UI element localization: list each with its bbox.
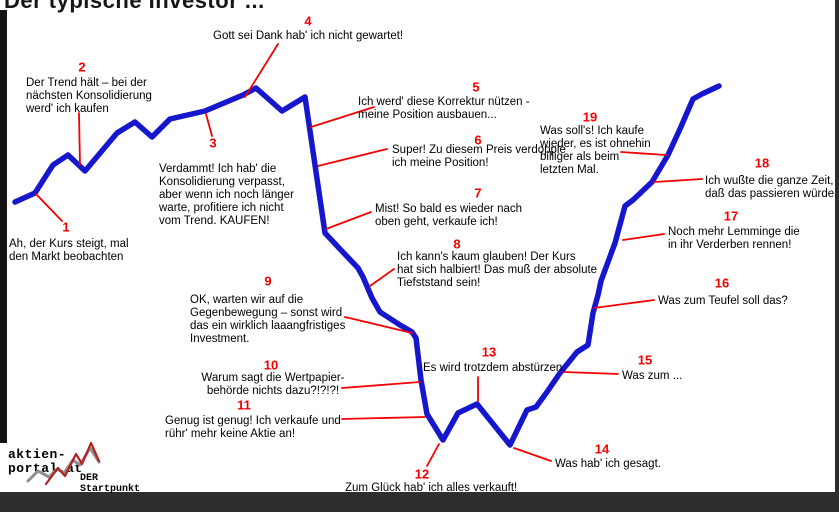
annotation-text-7: Mist! So bald es wieder nach oben geht, … xyxy=(375,203,523,228)
annotation-text-18: Ich wußte die ganze Zeit, daß das passie… xyxy=(705,175,838,200)
annotation-text-3: Verdammt! Ich hab' die Konsolidierung ve… xyxy=(159,163,294,227)
annotation-text-14: Was hab' ich gesagt. xyxy=(555,458,661,470)
annotation-text-8: Ich kann's kaum glauben! Der Kurs hat si… xyxy=(397,251,598,289)
annotation-text-16: Was zum Teufel soll das? xyxy=(658,295,788,307)
page-background-bottom-strip xyxy=(0,492,839,512)
annotation-number-16: 16 xyxy=(714,275,730,291)
logo-text: aktien-portal.at xyxy=(8,447,83,476)
annotation-text-9: OK, warten wir auf die Gegenbewegung – s… xyxy=(190,294,346,345)
annotation-number-7: 7 xyxy=(474,185,482,201)
annotation-text-11: Genug ist genug! Ich verkaufe und rühr' … xyxy=(165,415,341,440)
annotation-number-5: 5 xyxy=(472,79,480,95)
annotation-number-9: 9 xyxy=(264,273,272,289)
page-background-left-strip xyxy=(0,10,7,443)
annotation-number-15: 15 xyxy=(637,352,653,368)
annotation-number-12: 12 xyxy=(414,466,430,482)
annotation-number-19: 19 xyxy=(582,109,598,125)
annotation-number-1: 1 xyxy=(62,219,70,235)
annotation-number-18: 18 xyxy=(754,155,770,171)
annotation-text-12: Zum Glück hab' ich alles verkauft! xyxy=(345,482,518,494)
annotation-number-13: 13 xyxy=(481,344,497,360)
annotation-number-14: 14 xyxy=(594,441,610,457)
annotation-text-13: Es wird trotzdem abstürzen. xyxy=(423,362,566,374)
annotation-number-10: 10 xyxy=(263,357,279,373)
logo-tagline: DER Startpunkt xyxy=(80,473,141,495)
annotation-text-15: Was zum ... xyxy=(622,370,683,382)
annotation-number-11: 11 xyxy=(237,397,251,413)
chart-title: Der typische Investor ... xyxy=(4,0,265,13)
annotation-text-2: Der Trend hält – bei der nächsten Konsol… xyxy=(26,77,152,115)
annotation-text-19: Was soll's! Ich kaufe wieder, es ist ohn… xyxy=(540,125,651,176)
annotation-text-4: Gott sei Dank hab' ich nicht gewartet! xyxy=(213,30,404,42)
annotation-text-5: Ich werd' diese Korrektur nützen - meine… xyxy=(358,96,530,121)
annotation-number-4: 4 xyxy=(304,13,312,29)
annotation-text-17: Noch mehr Lemminge die in ihr Verderben … xyxy=(668,226,800,251)
annotation-number-8: 8 xyxy=(453,236,461,252)
annotation-number-2: 2 xyxy=(78,59,86,75)
annotation-number-3: 3 xyxy=(209,135,217,151)
page-background-right-strip xyxy=(835,0,839,492)
annotation-text-10: Warum sagt die Wertpapier- behörde nicht… xyxy=(201,372,345,397)
annotation-number-17: 17 xyxy=(723,208,739,224)
annotation-text-1: Ah, der Kurs steigt, mal den Markt beoba… xyxy=(9,238,129,263)
